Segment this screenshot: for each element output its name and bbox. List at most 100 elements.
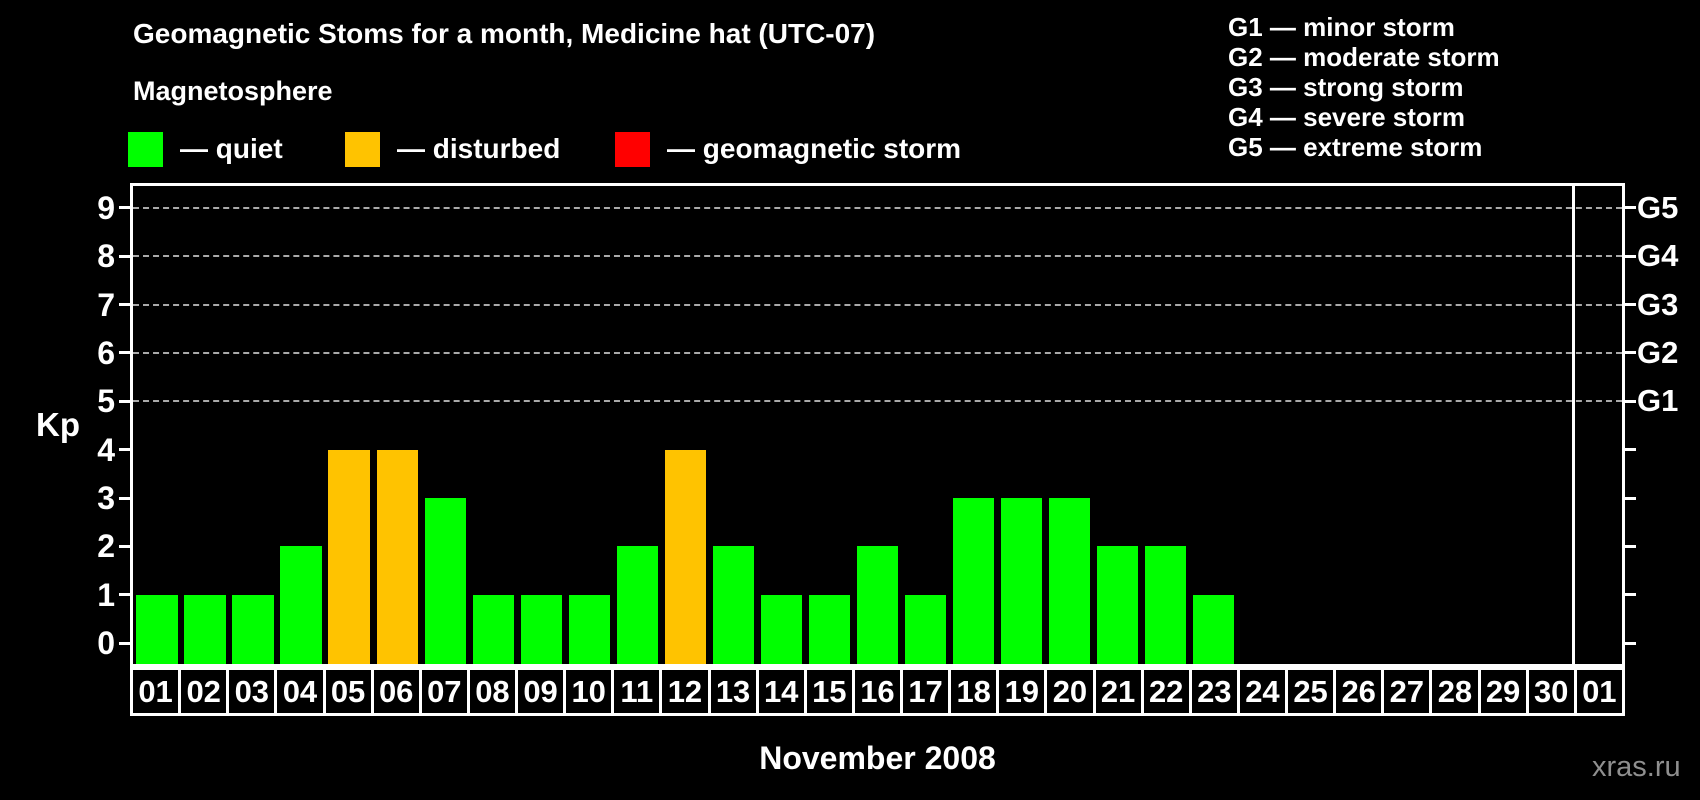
day-label-cell-24: 24 [1236,670,1285,713]
y-tick-label-5: 5 [97,383,115,420]
kp-axis-label: Kp [36,406,80,443]
y-tick-mark-right-8 [1625,254,1636,258]
watermark: xras.ru [1592,751,1681,783]
kp-gridline-7 [133,303,1622,306]
day-label-cell-30: 30 [1525,670,1574,713]
kp-bar-day-14 [760,594,803,664]
day-label-cell-9: 09 [515,670,563,713]
y-tick-label-7: 7 [97,286,115,323]
g-axis-label-G4: G4 [1637,238,1679,274]
day-label-cell-15: 15 [803,670,852,713]
day-label-cell-3: 03 [226,670,274,713]
day-label-cell-16: 16 [851,670,900,713]
kp-bar-day-01 [136,594,178,664]
day-label-cell-18: 18 [948,670,996,713]
kp-bar-day-23 [1193,594,1235,664]
kp-bar-day-21 [1097,546,1139,664]
day-label-cell-11: 11 [611,670,659,713]
y-tick-mark-left-4 [119,448,130,452]
kp-bar-day-15 [808,594,851,664]
y-tick-label-4: 4 [97,431,115,468]
day-label-cell-17: 17 [900,670,948,713]
y-tick-mark-right-4 [1625,448,1636,452]
y-tick-label-9: 9 [97,189,115,226]
disturbed-swatch-icon [345,131,380,167]
day-label-cell-7: 07 [418,670,467,713]
day-label-cell-20: 20 [1044,670,1092,713]
y-tick-mark-right-7 [1625,303,1636,307]
legend-label-disturbed: — disturbed [397,133,561,164]
y-tick-mark-left-8 [119,254,130,258]
y-tick-mark-left-1 [119,593,130,597]
y-tick-label-6: 6 [97,334,115,371]
day-label-cell-8: 08 [466,670,515,713]
y-tick-mark-left-2 [119,544,130,548]
legend-item-storm: — geomagnetic storm [615,131,961,167]
g-scale-legend-line-2: G2 — moderate storm [1228,42,1500,72]
g-scale-legend-line-1: G1 — minor storm [1228,12,1455,42]
day-label-cell-14: 14 [755,670,804,713]
y-tick-label-0: 0 [97,625,115,662]
day-label-cell-23: 23 [1188,670,1237,713]
day-label-cell-22: 22 [1140,670,1189,713]
g-scale-legend-line-3: G3 — strong storm [1228,72,1464,102]
day-label-cell-29: 29 [1477,670,1526,713]
day-label-cell-25: 25 [1285,670,1333,713]
kp-bar-day-11 [616,546,658,664]
kp-bar-day-22 [1145,546,1187,664]
legend-item-disturbed: — disturbed [345,131,560,167]
legend-item-quiet: — quiet [128,131,283,167]
quiet-swatch-icon [128,131,163,167]
kp-bar-day-07 [424,498,466,664]
y-tick-mark-left-9 [119,206,130,210]
legend-label-quiet: — quiet [180,133,283,164]
y-tick-label-8: 8 [97,238,115,275]
y-tick-label-3: 3 [97,480,115,517]
y-tick-mark-right-1 [1625,593,1636,597]
y-tick-mark-right-2 [1625,544,1636,548]
kp-bar-day-13 [712,546,755,664]
kp-bar-day-12 [664,449,706,664]
day-label-cell-27: 27 [1381,670,1429,713]
g-axis-label-G1: G1 [1637,383,1679,419]
day-label-cell-21: 21 [1092,670,1141,713]
day-label-cell-31: 01 [1573,670,1622,713]
kp-bar-day-19 [1000,498,1043,664]
month-label: November 2008 [759,740,996,776]
legend-label-storm: — geomagnetic storm [667,133,962,164]
kp-bar-day-20 [1048,498,1091,664]
y-tick-mark-left-0 [119,641,130,645]
g-scale-legend-line-5: G5 — extreme storm [1228,132,1483,162]
y-tick-label-1: 1 [97,576,115,613]
day-axis-row: 01 02 03 04 05 06 07 08 09 10 11 12 13 14 15 16 17 18 19 20… [130,667,1625,716]
kp-bar-day-08 [472,594,514,664]
kp-bar-day-04 [280,546,322,664]
storm-swatch-icon [615,131,650,167]
day-label-cell-13: 13 [707,670,756,713]
g-axis-label-G2: G2 [1637,334,1679,370]
y-tick-mark-left-6 [119,351,130,355]
g-axis-label-G3: G3 [1637,286,1679,322]
y-tick-mark-right-6 [1625,351,1636,355]
g-axis-label-G5: G5 [1637,189,1679,225]
day-label-cell-28: 28 [1429,670,1477,713]
day-label-cell-26: 26 [1333,670,1381,713]
kp-bar-day-18 [952,498,995,664]
kp-bar-day-17 [904,594,947,664]
y-tick-mark-right-5 [1625,399,1636,403]
g-scale-legend-line-4: G4 — severe storm [1228,102,1466,132]
day-label-cell-2: 02 [178,670,226,713]
y-tick-mark-left-5 [119,399,130,403]
kp-bar-day-09 [520,594,562,664]
y-tick-mark-right-9 [1625,206,1636,210]
day-label-cell-19: 19 [996,670,1044,713]
magnetosphere-label: Magnetosphere [133,76,333,106]
day-label-cell-4: 04 [274,670,322,713]
day-label-cell-10: 10 [563,670,611,713]
chart-plot-area: 0 1 2 3 4 5 6 7 8 9 G1 G2 G3 G4 G5 [97,183,1678,667]
y-tick-mark-left-7 [119,303,130,307]
kp-bar-day-05 [328,449,370,664]
chart-title: Geomagnetic Stoms for a month, Medicine … [133,18,876,49]
kp-gridline-5 [133,400,1622,403]
kp-bar-day-02 [184,594,226,664]
